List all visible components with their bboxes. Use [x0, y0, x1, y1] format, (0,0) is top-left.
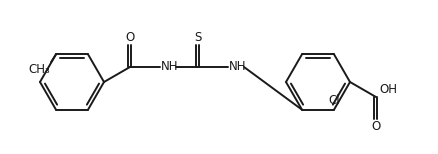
Text: OH: OH: [379, 83, 397, 96]
Text: S: S: [194, 31, 201, 44]
Text: Cl: Cl: [328, 94, 340, 107]
Text: NH: NH: [161, 61, 178, 73]
Text: O: O: [125, 31, 134, 44]
Text: CH₃: CH₃: [28, 63, 50, 76]
Text: NH: NH: [229, 61, 247, 73]
Text: O: O: [371, 120, 381, 133]
